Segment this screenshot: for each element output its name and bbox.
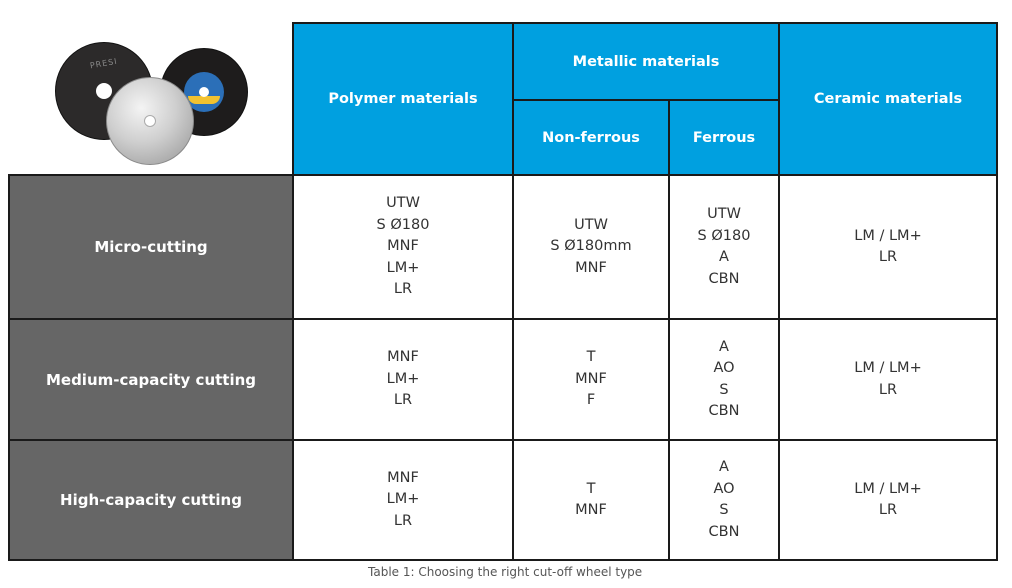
row-label: Micro-cutting [94,238,208,256]
header-polymer-materials: Polymer materials [292,22,514,176]
cell-line: A [719,338,729,355]
cell-medium-ceramic: LM / LM+ LR [778,318,998,441]
cell-medium-ferrous: A AO S CBN [668,318,780,441]
header-metallic-label: Metallic materials [572,53,720,70]
cell-line: CBN [708,523,740,540]
header-non-ferrous: Non-ferrous [512,99,670,176]
cell-line: AO [713,360,735,376]
wheel-brand-label: PRESI [89,56,119,71]
cell-line: LM+ [386,370,420,387]
row-label: High-capacity cutting [60,491,242,509]
cell-line: F [586,392,596,409]
cell-micro-ferrous: UTW S Ø180 A CBN [668,174,780,320]
silver-diamond-wheel [106,77,194,165]
cell-micro-ceramic: LM / LM+ LR [778,174,998,320]
row-header-micro-cutting: Micro-cutting [8,174,294,320]
cell-line: S Ø180mm [550,238,632,255]
cell-line: LM+ [386,491,420,508]
cell-line: LR [393,392,413,409]
wheel-hole [144,115,156,127]
wheel-hole [199,87,209,97]
cell-high-ceramic: LM / LM+ LR [778,439,998,561]
header-ferrous: Ferrous [668,99,780,176]
cell-line: UTW [386,195,420,212]
cell-line: UTW [707,206,741,222]
cell-line: A [719,459,729,475]
cell-line: CBN [708,270,740,287]
row-header-high-capacity-cutting: High-capacity cutting [8,439,294,561]
cell-high-polymer: MNF LM+ LR [292,439,514,561]
cell-medium-polymer: MNF LM+ LR [292,318,514,441]
cell-line: T [586,349,596,366]
wheel-hole [96,83,112,99]
row-label: Medium-capacity cutting [45,370,257,389]
cutoff-wheels-image: PRESI [10,24,291,174]
cell-line: LM+ [386,259,420,276]
cell-line: LR [878,381,898,398]
cell-line: LR [878,502,898,518]
cell-medium-non-ferrous: T MNF F [512,318,670,441]
cell-line: T [586,480,596,497]
cell-high-ferrous: A AO S CBN [668,439,780,561]
cell-line: CBN [708,403,740,419]
cell-line: LM / LM+ [854,480,922,497]
cell-line: LR [393,281,413,298]
cell-line: MNF [575,259,607,276]
cell-line: MNF [387,349,419,366]
cell-line: A [719,249,729,265]
cell-line: MNF [575,370,607,387]
cell-line: LR [878,249,898,265]
cell-micro-polymer: UTW S Ø180 MNF LM+ LR [292,174,514,320]
cell-line: S [719,381,729,398]
cell-line: LR [393,512,413,529]
cell-line: AO [713,480,735,497]
cell-line: S Ø180 [376,216,430,233]
cell-line: MNF [387,238,419,255]
table-caption: Table 1: Choosing the right cut-off whee… [368,565,643,579]
header-ceramic-label: Ceramic materials [813,91,963,107]
cell-line: UTW [574,216,608,233]
cell-line: LM / LM+ [854,227,922,244]
cell-line: MNF [387,469,419,486]
header-ferrous-label: Ferrous [692,129,756,146]
cell-micro-non-ferrous: UTW S Ø180mm MNF [512,174,670,320]
header-metallic-materials: Metallic materials [512,22,780,101]
header-non-ferrous-label: Non-ferrous [542,129,640,146]
cell-line: S Ø180 [697,227,751,244]
wheel-center-band [188,96,220,104]
cell-line: S [719,502,729,518]
header-polymer-label: Polymer materials [328,91,478,107]
cell-line: LM / LM+ [854,360,922,376]
row-header-medium-capacity-cutting: Medium-capacity cutting [8,318,294,441]
cell-high-non-ferrous: T MNF [512,439,670,561]
header-ceramic-materials: Ceramic materials [778,22,998,176]
cell-line: MNF [575,502,607,518]
